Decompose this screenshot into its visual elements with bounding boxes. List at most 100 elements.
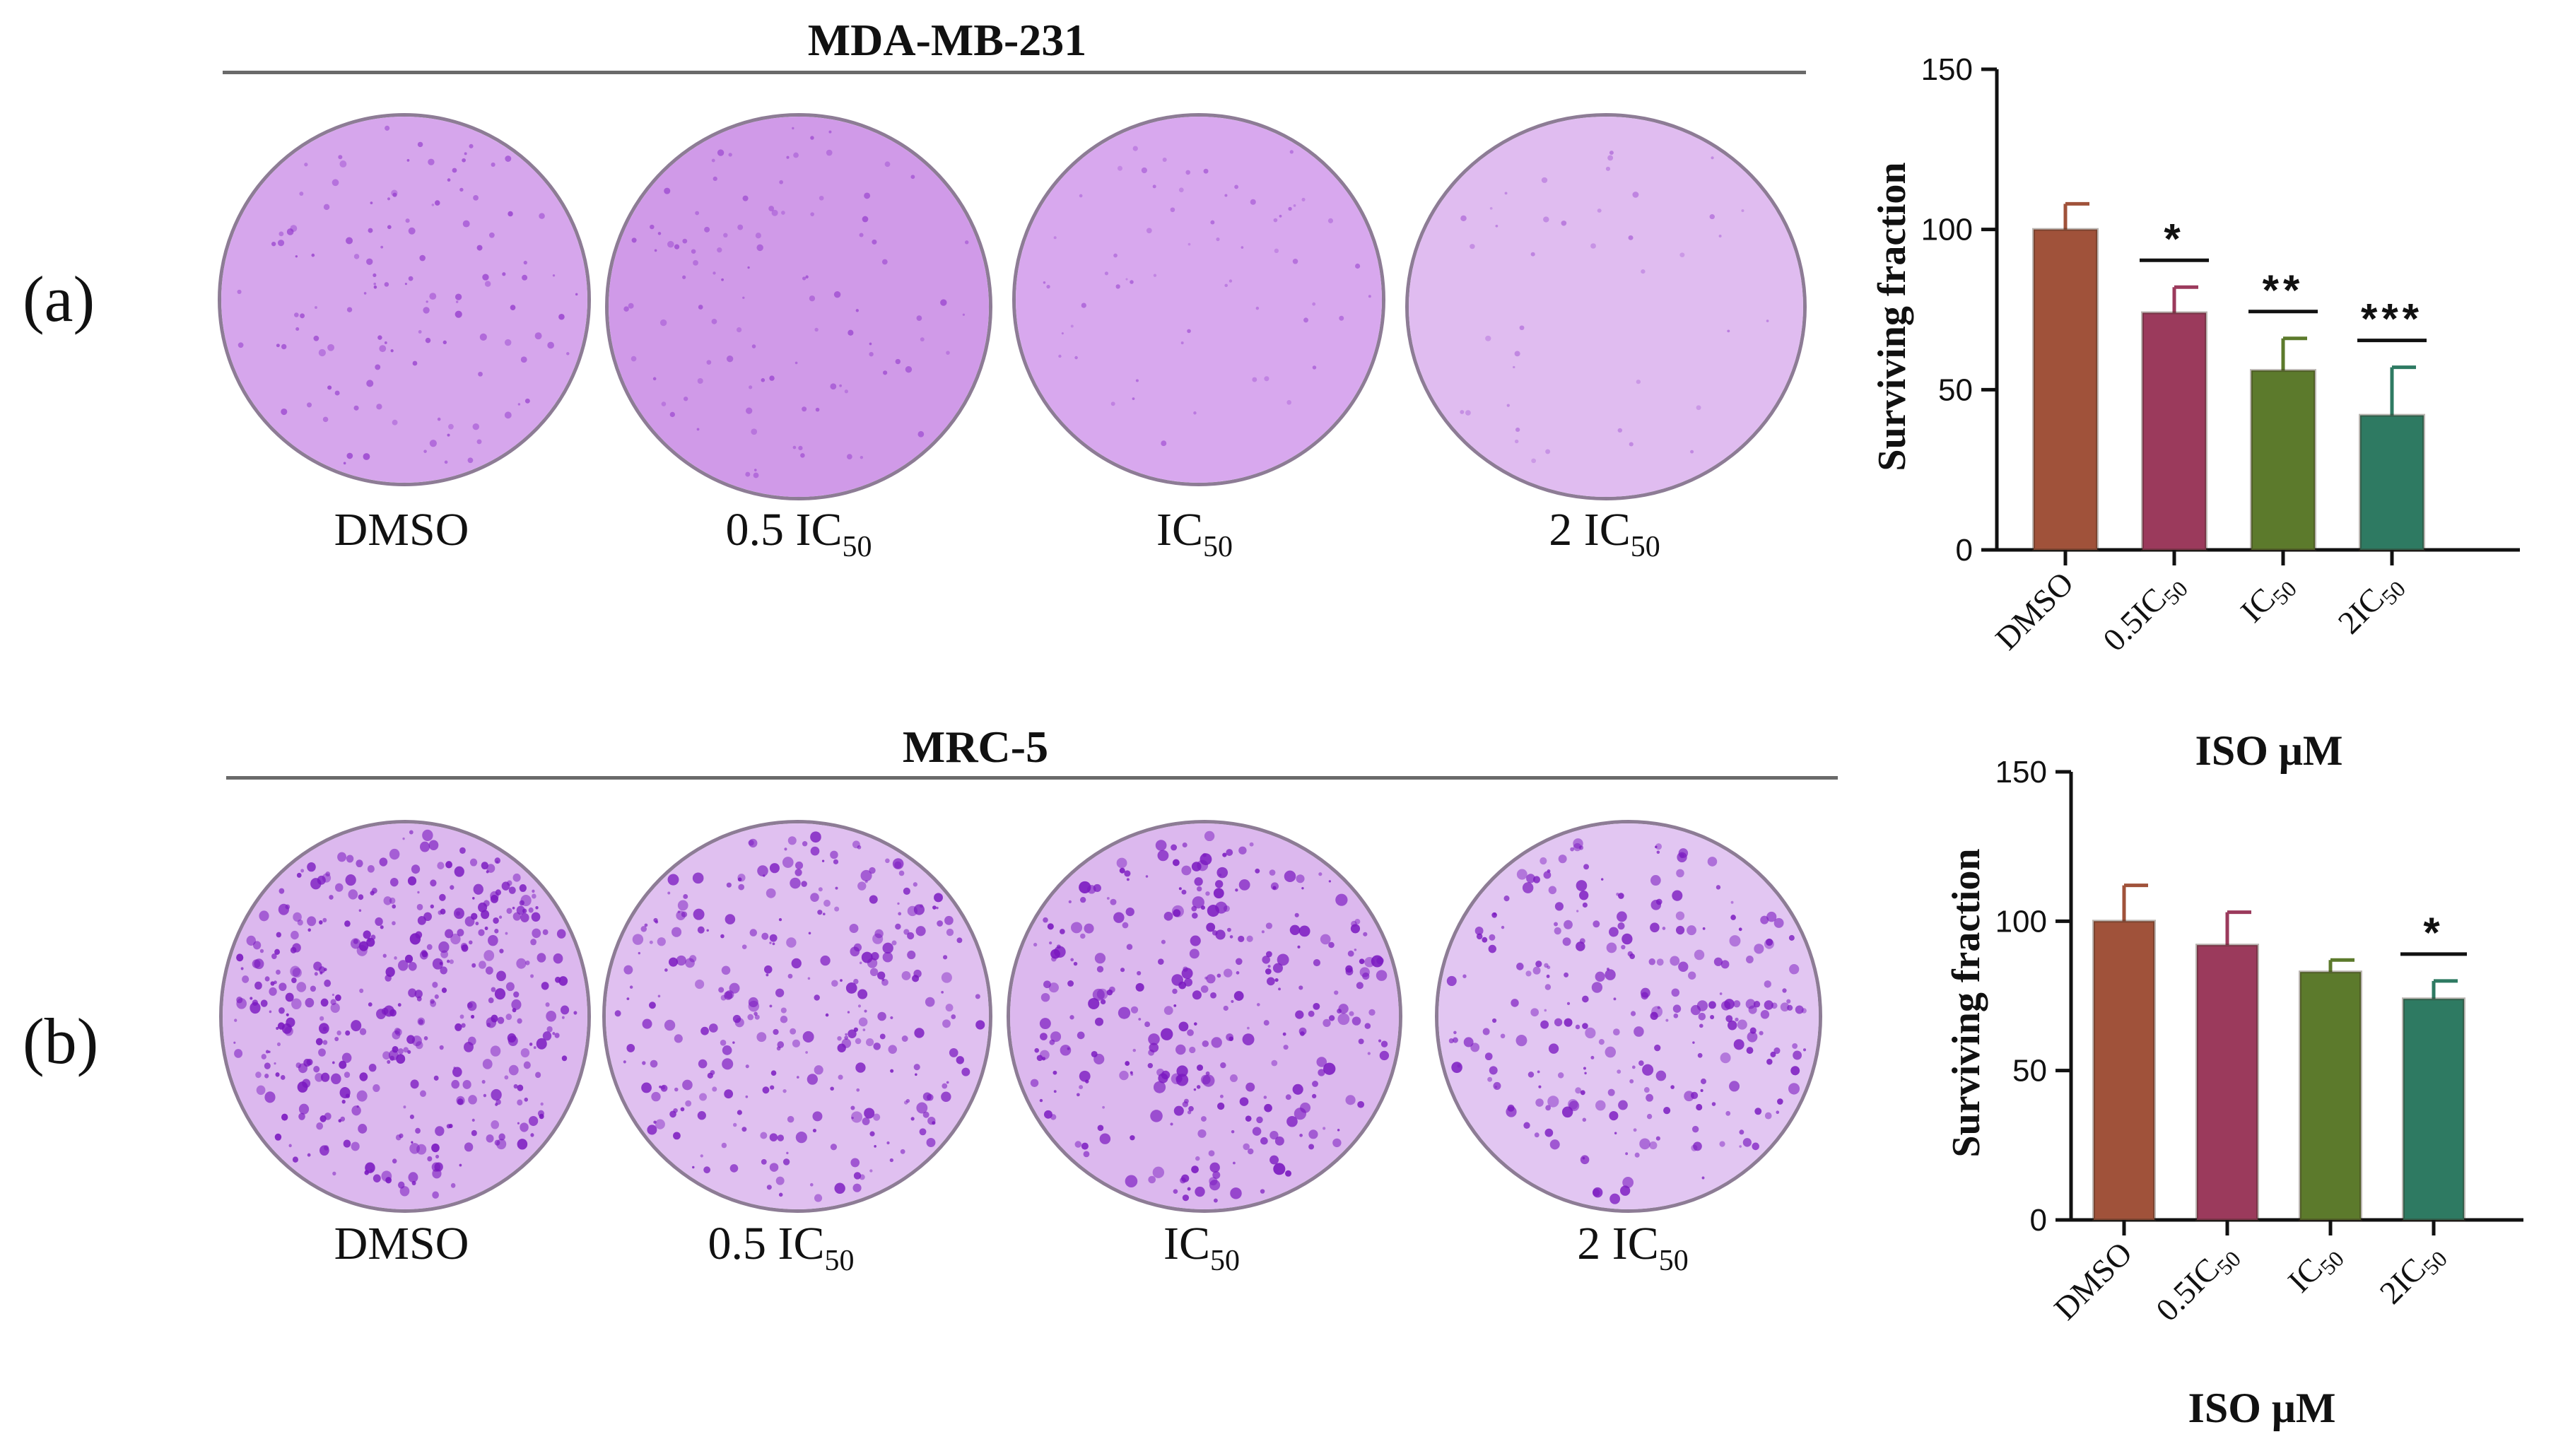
colony-dot <box>1229 935 1233 939</box>
colony-dot <box>946 928 954 937</box>
colony-dot <box>1272 963 1283 973</box>
colony-dot <box>265 1050 269 1054</box>
colony-dot <box>1368 295 1371 298</box>
colony-dot <box>825 1013 829 1017</box>
colony-dot <box>1600 878 1604 881</box>
colony-dot <box>1067 980 1074 987</box>
colony-dot <box>290 965 300 977</box>
colony-dot <box>721 278 724 281</box>
colony-dot <box>1511 999 1519 1007</box>
colony-dot <box>1606 968 1609 971</box>
colony-dot <box>729 1164 739 1173</box>
colony-dot <box>839 384 843 387</box>
colony-dot <box>236 953 244 962</box>
colony-dot <box>919 1128 927 1136</box>
colony-dot <box>1544 984 1552 990</box>
colony-dot <box>754 1014 760 1020</box>
colony-dot <box>1328 880 1332 883</box>
colony-dot <box>1181 968 1193 980</box>
colony-dot <box>927 1116 936 1125</box>
colony-dot <box>1285 1170 1292 1177</box>
colony-dot <box>278 888 285 894</box>
colony-dot <box>1675 925 1685 935</box>
colony-dot <box>1672 1004 1682 1013</box>
colony-dot <box>1126 878 1130 881</box>
colony-dot <box>1180 341 1184 345</box>
colony-dot <box>1289 924 1301 936</box>
colony-dot <box>280 1075 286 1080</box>
colony-dot <box>462 1080 471 1089</box>
colony-dot <box>778 917 782 922</box>
colony-dot <box>1770 1051 1776 1057</box>
colony-dot <box>795 861 804 870</box>
colony-dot <box>673 1108 678 1113</box>
colony-dot <box>1708 1001 1716 1009</box>
colony-dot <box>1492 1018 1497 1023</box>
colony-dot <box>761 378 766 382</box>
colony-dot <box>525 960 530 965</box>
colony-dot <box>860 455 864 459</box>
colony-dot <box>864 1009 867 1013</box>
colony-dot <box>332 1171 336 1176</box>
colony-dot <box>1046 285 1050 289</box>
dish-b-dmso <box>219 820 591 1213</box>
colony-dot <box>304 163 308 167</box>
colony-dot <box>725 990 734 999</box>
colony-dot <box>1145 875 1149 878</box>
colony-dot <box>802 276 807 281</box>
colony-dot <box>1173 1105 1184 1116</box>
colony-dot <box>1122 922 1129 929</box>
colony-dot <box>358 909 362 912</box>
colony-dot <box>1545 1105 1552 1111</box>
colony-dot <box>1058 354 1062 358</box>
colony-dot <box>1698 1012 1706 1021</box>
colony-dot <box>1264 376 1269 382</box>
colony-dot <box>307 862 316 872</box>
colony-dot <box>1609 927 1619 937</box>
colony-dot <box>751 428 758 435</box>
colony-dot <box>488 997 494 1004</box>
colony-dot <box>332 993 334 997</box>
colony-dot <box>351 1141 360 1151</box>
colony-dot <box>1215 929 1226 940</box>
colony-dot <box>1650 899 1662 910</box>
colony-dot <box>1040 1033 1048 1040</box>
colony-dot <box>802 1031 814 1043</box>
colony-dot <box>459 187 464 192</box>
colony-dot <box>1506 404 1510 407</box>
colony-dot <box>1573 843 1582 852</box>
colony-dot <box>1515 427 1520 433</box>
colony-dot <box>1597 209 1602 213</box>
colony-dot <box>1231 999 1234 1003</box>
colony-dot <box>722 1058 734 1070</box>
colony-dot <box>805 1051 808 1054</box>
colony-dot <box>807 1074 818 1085</box>
colony-dot <box>1246 935 1253 942</box>
colony-dot <box>1733 1039 1744 1050</box>
colony-dot <box>384 341 387 344</box>
colony-dot <box>494 857 500 864</box>
colony-dot <box>1760 1009 1770 1019</box>
colony-dot <box>1609 1193 1621 1204</box>
colony-dot <box>481 862 488 870</box>
colony-dot <box>755 233 761 239</box>
colony-dot <box>732 1122 737 1127</box>
colony-dot <box>445 929 454 939</box>
colony-dot <box>1294 1108 1307 1120</box>
colony-dot <box>546 1026 553 1033</box>
bar-2ic50 <box>2359 413 2425 551</box>
colony-dot <box>368 228 373 233</box>
colony-dot <box>1298 925 1310 937</box>
colony-dot <box>1662 927 1666 930</box>
colony-dot <box>1192 990 1202 1000</box>
dish-b-label-dmso: DMSO <box>334 1218 469 1269</box>
colony-dot <box>365 1162 375 1173</box>
colony-dot <box>1181 889 1187 895</box>
colony-dot <box>1191 905 1197 912</box>
colony-dot <box>358 1124 368 1134</box>
colony-dot <box>1493 1081 1501 1090</box>
colony-dot <box>1158 958 1164 965</box>
colony-dot <box>890 1016 893 1019</box>
colony-dot <box>657 232 662 235</box>
colony-dot <box>698 1059 708 1069</box>
